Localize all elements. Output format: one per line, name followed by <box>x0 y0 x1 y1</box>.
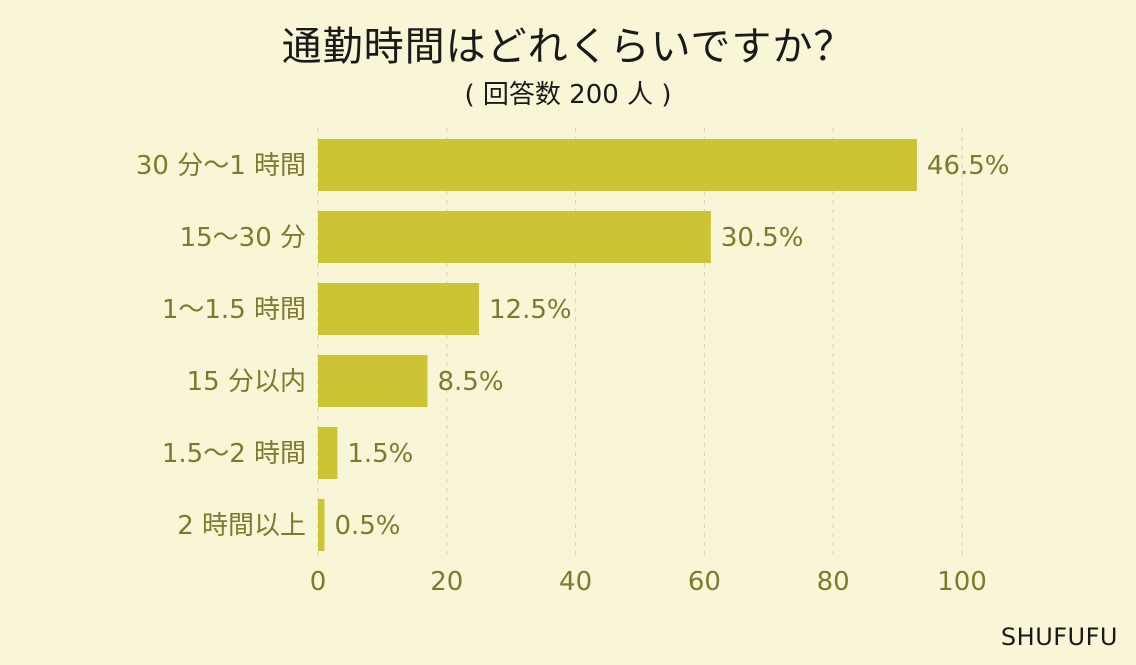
x-tick-label: 0 <box>310 567 327 597</box>
grid-lines <box>317 128 963 556</box>
bar <box>318 355 428 407</box>
bar <box>318 499 325 551</box>
category-label: 15 分以内 <box>187 367 306 397</box>
labels: 0 20 40 60 80 100 30 分〜1 時間 46.5% 15〜30 分 30.5% 1〜… <box>136 151 1010 597</box>
x-tick-label: 80 <box>817 567 850 597</box>
x-tick-label: 40 <box>559 567 592 597</box>
category-label: 30 分〜1 時間 <box>136 151 306 181</box>
bar <box>318 139 917 191</box>
x-tick-label: 20 <box>430 567 463 597</box>
chart-subtitle: ( 回答数 200 人 ) <box>464 80 672 110</box>
chart-title: 通勤時間はどれくらいですか？ <box>281 24 855 70</box>
bar <box>318 283 479 335</box>
category-label: 15〜30 分 <box>180 223 306 253</box>
value-label: 0.5% <box>334 511 400 541</box>
bars <box>318 139 917 551</box>
value-label: 30.5% <box>721 223 804 253</box>
value-label: 12.5% <box>489 295 572 325</box>
category-label: 1〜1.5 時間 <box>162 295 306 325</box>
x-tick-label: 60 <box>688 567 721 597</box>
x-tick-label: 100 <box>937 567 987 597</box>
bar <box>318 427 338 479</box>
value-label: 1.5% <box>347 439 413 469</box>
category-label: 2 時間以上 <box>177 511 306 541</box>
category-label: 1.5〜2 時間 <box>162 439 306 469</box>
bar <box>318 211 711 263</box>
credit-label: SHUFUFU <box>1000 623 1118 651</box>
value-label: 46.5% <box>927 151 1010 181</box>
value-label: 8.5% <box>437 367 503 397</box>
